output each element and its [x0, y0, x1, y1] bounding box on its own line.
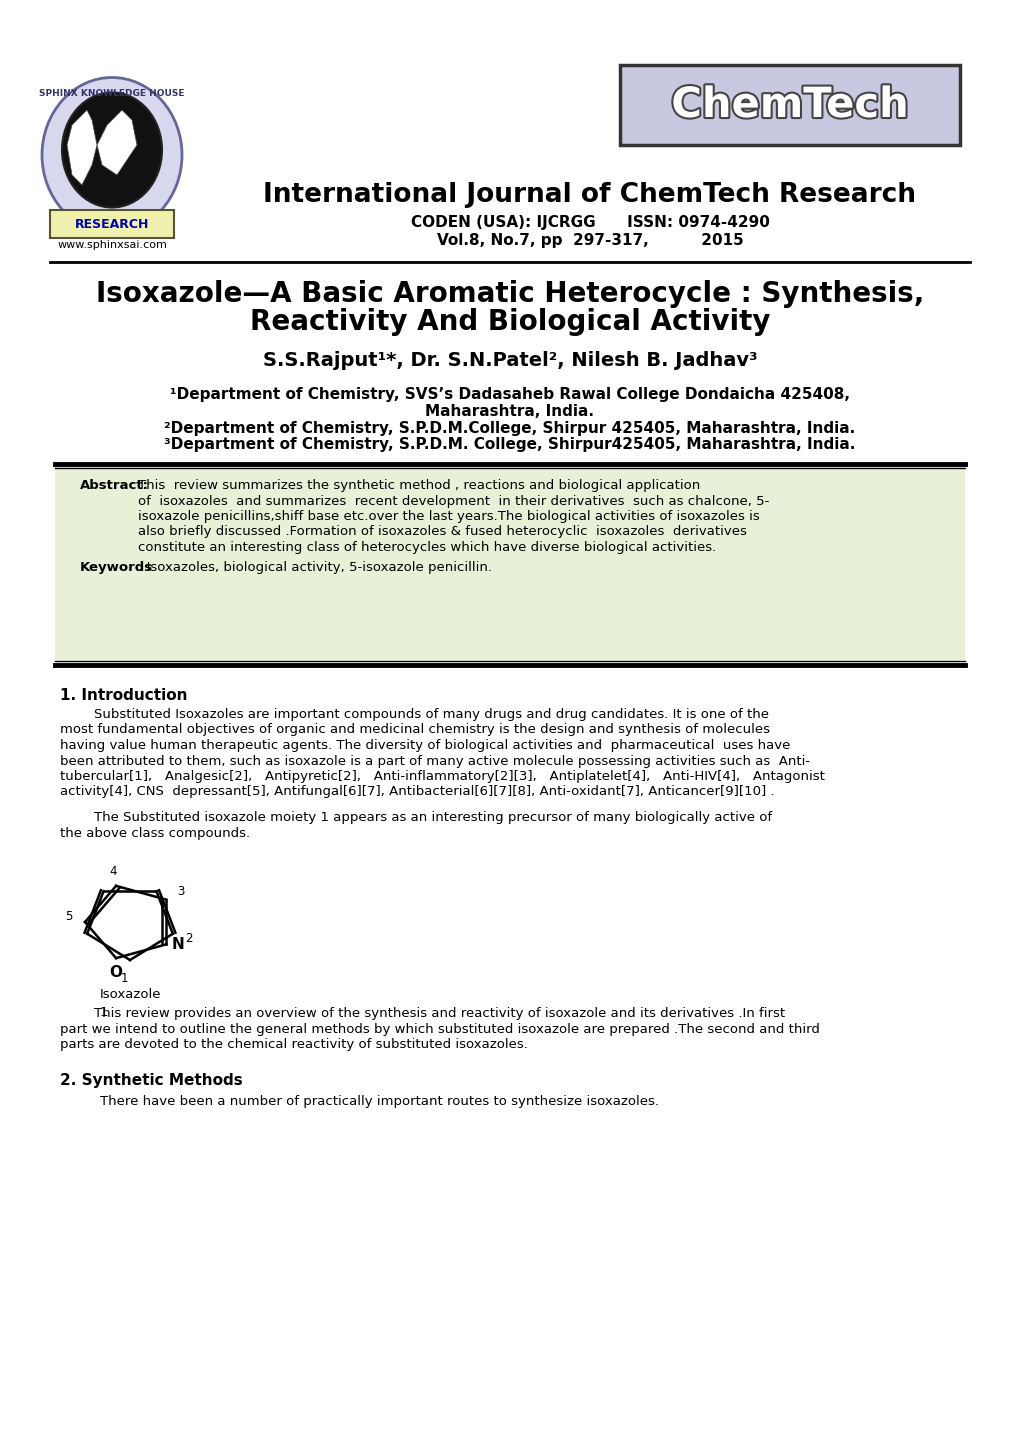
Text: ³Department of Chemistry, S.P.D.M. College, Shirpur425405, Maharashtra, India.: ³Department of Chemistry, S.P.D.M. Colle…: [164, 437, 855, 451]
Text: International Journal of ChemTech Research: International Journal of ChemTech Resear…: [263, 182, 916, 208]
Text: Vol.8, No.7, pp  297-317,          2015: Vol.8, No.7, pp 297-317, 2015: [436, 232, 743, 248]
Text: This  review summarizes the synthetic method , reactions and biological applicat: This review summarizes the synthetic met…: [138, 479, 700, 492]
Text: The Substituted isoxazole moiety 1 appears as an interesting precursor of many b: The Substituted isoxazole moiety 1 appea…: [60, 810, 771, 823]
Polygon shape: [97, 110, 137, 174]
FancyBboxPatch shape: [620, 65, 959, 146]
Text: having value human therapeutic agents. The diversity of biological activities an: having value human therapeutic agents. T…: [60, 738, 790, 751]
Text: 2. Synthetic Methods: 2. Synthetic Methods: [60, 1073, 243, 1089]
Text: of  isoxazoles  and summarizes  recent development  in their derivatives  such a: of isoxazoles and summarizes recent deve…: [138, 495, 768, 508]
Text: also briefly discussed .Formation of isoxazoles & fused heterocyclic  isoxazoles: also briefly discussed .Formation of iso…: [138, 525, 746, 538]
Text: been attributed to them, such as isoxazole is a part of many active molecule pos: been attributed to them, such as isoxazo…: [60, 754, 809, 767]
Text: isoxazole penicillins,shiff base etc.over the last years.The biological activiti: isoxazole penicillins,shiff base etc.ove…: [138, 510, 759, 523]
Text: O: O: [109, 965, 122, 979]
Text: There have been a number of practically important routes to synthesize isoxazole: There have been a number of practically …: [100, 1096, 658, 1109]
Text: Reactivity And Biological Activity: Reactivity And Biological Activity: [250, 309, 769, 336]
Text: most fundamental objectives of organic and medicinal chemistry is the design and: most fundamental objectives of organic a…: [60, 724, 769, 737]
Text: CODEN (USA): IJCRGG      ISSN: 0974-4290: CODEN (USA): IJCRGG ISSN: 0974-4290: [411, 215, 768, 229]
Text: ¹Department of Chemistry, SVS’s Dadasaheb Rawal College Dondaicha 425408,: ¹Department of Chemistry, SVS’s Dadasahe…: [170, 388, 849, 402]
Text: 5: 5: [65, 910, 72, 923]
Text: activity[4], CNS  depressant[5], Antifungal[6][7], Antibacterial[6][7][8], Anti-: activity[4], CNS depressant[5], Antifung…: [60, 786, 773, 799]
Text: N: N: [172, 937, 184, 952]
Ellipse shape: [62, 92, 162, 208]
Text: 1: 1: [100, 1007, 108, 1019]
Text: SPHINX KNOWLEDGE HOUSE: SPHINX KNOWLEDGE HOUSE: [39, 88, 184, 98]
Text: www.sphinxsai.com: www.sphinxsai.com: [57, 239, 167, 249]
Text: : Isoxazoles, biological activity, 5-isoxazole penicillin.: : Isoxazoles, biological activity, 5-iso…: [138, 561, 491, 574]
Text: Abstract:: Abstract:: [79, 479, 149, 492]
Text: Keywords: Keywords: [79, 561, 153, 574]
Text: 4: 4: [109, 865, 117, 878]
Text: Isoxazole: Isoxazole: [100, 988, 161, 1001]
Text: Isoxazole—A Basic Aromatic Heterocycle : Synthesis,: Isoxazole—A Basic Aromatic Heterocycle :…: [96, 280, 923, 309]
Text: S.S.Rajput¹*, Dr. S.N.Patel², Nilesh B. Jadhav³: S.S.Rajput¹*, Dr. S.N.Patel², Nilesh B. …: [263, 350, 756, 369]
FancyBboxPatch shape: [55, 467, 964, 660]
Text: ChemTech: ChemTech: [671, 84, 908, 125]
Text: This review provides an overview of the synthesis and reactivity of isoxazole an: This review provides an overview of the …: [60, 1007, 785, 1019]
Text: 2: 2: [184, 932, 192, 945]
Text: Substituted Isoxazoles are important compounds of many drugs and drug candidates: Substituted Isoxazoles are important com…: [60, 708, 768, 721]
Text: the above class compounds.: the above class compounds.: [60, 826, 250, 839]
Text: Maharashtra, India.: Maharashtra, India.: [425, 405, 594, 420]
Text: 1. Introduction: 1. Introduction: [60, 688, 187, 704]
Text: ChemTech: ChemTech: [671, 84, 908, 125]
Text: 3: 3: [176, 885, 183, 898]
Text: RESEARCH: RESEARCH: [74, 218, 149, 231]
Text: 1: 1: [120, 972, 127, 985]
Text: ²Department of Chemistry, S.P.D.M.College, Shirpur 425405, Maharashtra, India.: ²Department of Chemistry, S.P.D.M.Colleg…: [164, 421, 855, 435]
Text: tubercular[1],   Analgesic[2],   Antipyretic[2],   Anti-inflammatory[2][3],   An: tubercular[1], Analgesic[2], Antipyretic…: [60, 770, 824, 783]
FancyBboxPatch shape: [50, 211, 174, 238]
Text: constitute an interesting class of heterocycles which have diverse biological ac: constitute an interesting class of heter…: [138, 541, 715, 554]
Text: part we intend to outline the general methods by which substituted isoxazole are: part we intend to outline the general me…: [60, 1022, 819, 1035]
Text: parts are devoted to the chemical reactivity of substituted isoxazoles.: parts are devoted to the chemical reacti…: [60, 1038, 528, 1051]
Polygon shape: [67, 110, 97, 185]
Ellipse shape: [42, 78, 181, 232]
